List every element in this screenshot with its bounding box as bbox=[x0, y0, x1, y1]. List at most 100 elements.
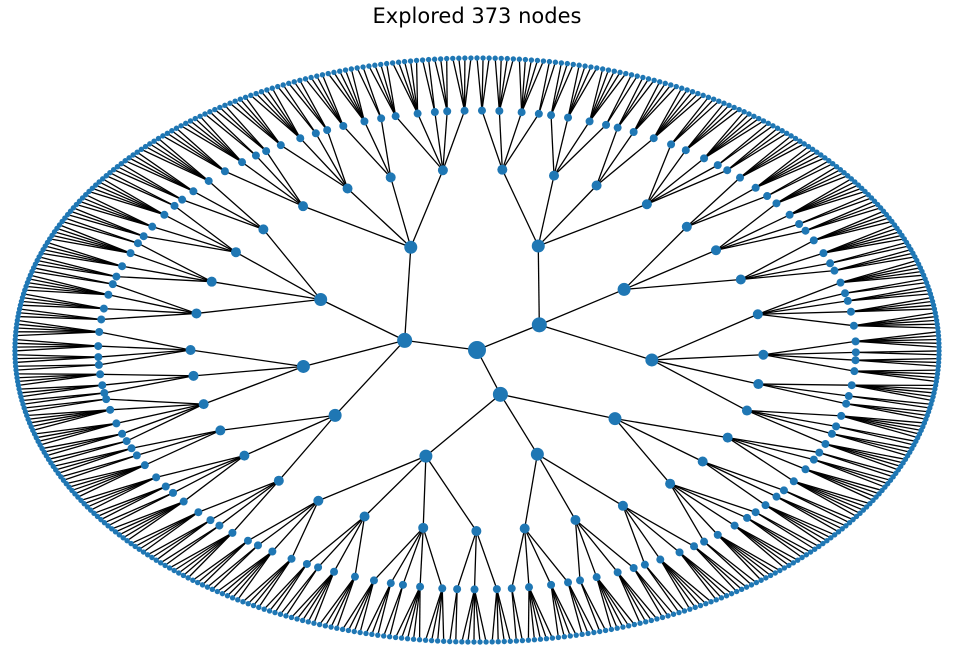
tree-edge bbox=[524, 528, 530, 588]
tree-node bbox=[311, 129, 320, 138]
tree-edge bbox=[813, 214, 887, 242]
tree-node bbox=[471, 639, 477, 645]
tree-edge bbox=[746, 409, 842, 417]
tree-edge bbox=[219, 480, 280, 527]
tree-edge bbox=[841, 415, 920, 435]
tree-edge bbox=[831, 433, 910, 453]
tree-edge bbox=[166, 132, 226, 172]
tree-edge bbox=[739, 135, 792, 179]
tree-node bbox=[547, 580, 556, 589]
tree-edge bbox=[651, 313, 759, 361]
tree-node bbox=[96, 179, 102, 185]
tree-node bbox=[597, 628, 603, 635]
tree-edge bbox=[765, 504, 828, 542]
tree-node bbox=[410, 636, 417, 642]
tree-edge bbox=[669, 483, 719, 536]
tree-node bbox=[381, 633, 387, 639]
tree-edge bbox=[589, 72, 621, 122]
tree-edge bbox=[347, 580, 375, 631]
tree-edge bbox=[461, 589, 476, 642]
tree-edge bbox=[805, 468, 883, 492]
tree-edge bbox=[32, 409, 111, 431]
tree-node bbox=[164, 130, 171, 137]
tree-node bbox=[643, 619, 649, 625]
tree-edge bbox=[646, 149, 687, 205]
tree-edge bbox=[758, 383, 849, 397]
tree-node bbox=[328, 408, 342, 422]
tree-node bbox=[552, 59, 559, 65]
tree-node bbox=[288, 614, 295, 621]
tree-edge bbox=[717, 122, 769, 166]
tree-edge bbox=[746, 517, 803, 559]
tree-edge bbox=[209, 111, 257, 157]
tree-edge bbox=[306, 516, 365, 565]
tree-edge bbox=[265, 150, 304, 207]
tree-edge bbox=[342, 580, 375, 630]
tree-node bbox=[722, 432, 733, 443]
tree-node bbox=[576, 62, 582, 68]
tree-node bbox=[675, 548, 684, 557]
tree-node bbox=[935, 336, 942, 343]
tree-edge bbox=[422, 527, 443, 589]
tree-node bbox=[936, 352, 942, 358]
tree-node bbox=[264, 87, 270, 93]
tree-edge bbox=[395, 115, 444, 171]
tree-edge bbox=[835, 425, 915, 446]
tree-edge bbox=[617, 572, 641, 624]
tree-node bbox=[313, 495, 324, 506]
tree-edge bbox=[793, 480, 871, 505]
tree-node bbox=[251, 151, 260, 160]
tree-node bbox=[351, 628, 357, 635]
tree-edge bbox=[138, 511, 199, 550]
tree-node bbox=[206, 276, 217, 287]
tree-edge bbox=[813, 210, 884, 241]
tree-node bbox=[656, 555, 665, 564]
tree-edge bbox=[685, 104, 730, 151]
tree-node bbox=[629, 564, 638, 573]
tree-node bbox=[204, 176, 213, 185]
tree-edge bbox=[524, 528, 552, 586]
tree-edge bbox=[805, 200, 875, 232]
tree-node bbox=[118, 160, 124, 167]
tree-edge bbox=[247, 558, 293, 605]
tree-edge bbox=[152, 226, 237, 253]
tree-node bbox=[860, 507, 867, 513]
tree-edge bbox=[538, 203, 648, 247]
tree-edge bbox=[633, 82, 666, 133]
tree-edge bbox=[269, 563, 308, 612]
tree-node bbox=[302, 559, 311, 568]
tree-edge bbox=[63, 454, 138, 481]
tree-edge bbox=[90, 476, 157, 511]
tree-edge bbox=[481, 110, 503, 170]
tree-edge bbox=[41, 252, 123, 267]
tree-node bbox=[700, 537, 709, 546]
tree-edge bbox=[550, 584, 560, 638]
tree-edge bbox=[121, 265, 212, 283]
tree-node bbox=[171, 567, 177, 574]
tree-edge bbox=[617, 571, 652, 621]
tree-edge bbox=[840, 274, 924, 284]
tree-edge bbox=[190, 349, 304, 368]
tree-node bbox=[354, 65, 360, 71]
tree-edge bbox=[726, 130, 783, 171]
tree-node bbox=[431, 56, 438, 62]
tree-node bbox=[700, 154, 709, 163]
tree-node bbox=[640, 560, 649, 569]
tree-edge bbox=[319, 576, 356, 625]
tree-edge bbox=[763, 340, 856, 356]
tree-node bbox=[841, 289, 850, 298]
tree-edge bbox=[686, 187, 756, 228]
tree-edge bbox=[524, 528, 569, 583]
tree-node bbox=[803, 552, 810, 558]
tree-node bbox=[847, 381, 856, 390]
tree-edge bbox=[164, 525, 220, 566]
tree-edge bbox=[757, 311, 851, 315]
tree-edge bbox=[537, 453, 624, 507]
tree-node bbox=[716, 98, 722, 104]
tree-edge bbox=[112, 283, 197, 315]
tree-node bbox=[828, 535, 834, 541]
tree-edge bbox=[74, 464, 146, 495]
tree-edge bbox=[371, 582, 392, 635]
tree-node bbox=[617, 500, 628, 511]
tree-node bbox=[832, 422, 841, 431]
